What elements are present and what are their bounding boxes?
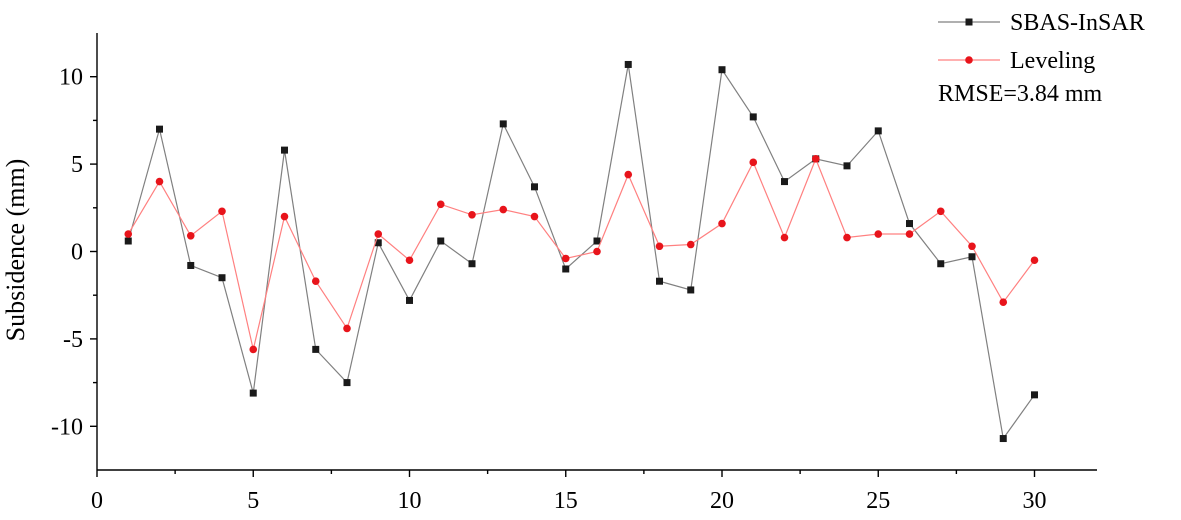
data-point (593, 237, 601, 245)
legend-item: Leveling (938, 48, 1095, 74)
data-point (343, 379, 351, 387)
data-point (406, 296, 413, 304)
legend-marker (965, 56, 973, 64)
data-point (499, 120, 507, 128)
data-point (781, 178, 788, 186)
data-point (218, 207, 226, 216)
data-point (1031, 391, 1038, 399)
data-point (1030, 256, 1039, 265)
data-point (436, 200, 445, 209)
data-point (218, 274, 226, 282)
y-axis-title: Subsidence (mm) (1, 159, 30, 342)
data-point (843, 233, 851, 242)
data-point (343, 324, 351, 333)
data-point (874, 127, 882, 135)
data-point (281, 146, 288, 154)
x-tick-label: 30 (1023, 488, 1047, 514)
data-point (531, 183, 538, 191)
data-point (468, 210, 476, 219)
data-point (124, 230, 133, 238)
data-point (905, 230, 914, 238)
data-point (156, 125, 163, 133)
data-point (249, 389, 257, 397)
x-tick-label: 5 (247, 488, 259, 514)
y-tick-label: 10 (59, 65, 83, 91)
series-sbas-insar (124, 60, 1038, 443)
x-tick-label: 15 (554, 488, 578, 514)
data-point (968, 242, 976, 251)
data-point (468, 260, 476, 268)
data-point (999, 298, 1008, 306)
x-tick-label: 20 (710, 488, 734, 514)
data-point (437, 237, 445, 245)
data-point (843, 162, 851, 170)
legend-item: SBAS-InSAR (938, 10, 1145, 36)
x-tick-label: 0 (91, 488, 103, 514)
data-point (499, 205, 508, 214)
data-point (937, 260, 945, 268)
data-point (311, 277, 320, 286)
data-point (405, 256, 414, 265)
legend-marker (965, 18, 973, 26)
data-point (374, 230, 383, 238)
data-point (718, 66, 726, 74)
data-point (124, 237, 132, 245)
data-point (187, 261, 195, 269)
x-tick-label: 10 (398, 488, 422, 514)
data-point (906, 220, 913, 228)
data-point (561, 254, 570, 263)
axes: 0 5 10 15 20 25 30 -10 -5 0 5 10 (51, 33, 1097, 514)
legend-label: SBAS-InSAR (1010, 10, 1145, 36)
series-line (127, 157, 1035, 350)
data-point (249, 345, 258, 354)
data-point (155, 177, 164, 186)
data-point (811, 155, 820, 163)
data-point (936, 207, 945, 216)
y-tick-label: -10 (51, 414, 83, 440)
data-point (687, 286, 695, 294)
data-point (749, 158, 758, 167)
data-point (968, 253, 976, 261)
series-layer (124, 60, 1039, 443)
data-point (374, 239, 382, 247)
data-point (718, 219, 726, 228)
data-point (874, 230, 883, 238)
data-point (624, 170, 633, 179)
series-line (127, 64, 1035, 441)
y-tick-label: 0 (71, 240, 83, 266)
rmse-annotation: RMSE=3.84 mm (938, 81, 1103, 107)
y-tick-label: 5 (71, 152, 83, 178)
data-point (280, 212, 289, 221)
y-tick-label: -5 (63, 327, 83, 353)
series-leveling (124, 155, 1039, 354)
data-point (624, 60, 632, 68)
data-point (749, 113, 757, 121)
legend: SBAS-InSAR Leveling (938, 10, 1145, 74)
data-point (686, 240, 695, 249)
data-point (186, 231, 195, 240)
data-point (562, 265, 570, 273)
data-point (530, 212, 539, 221)
data-point (593, 247, 601, 256)
data-point (312, 345, 320, 353)
data-point (780, 233, 789, 242)
legend-label: Leveling (1010, 48, 1095, 74)
data-point (655, 242, 664, 251)
data-point (656, 277, 663, 285)
x-tick-label: 25 (866, 488, 890, 514)
data-point (999, 435, 1007, 443)
